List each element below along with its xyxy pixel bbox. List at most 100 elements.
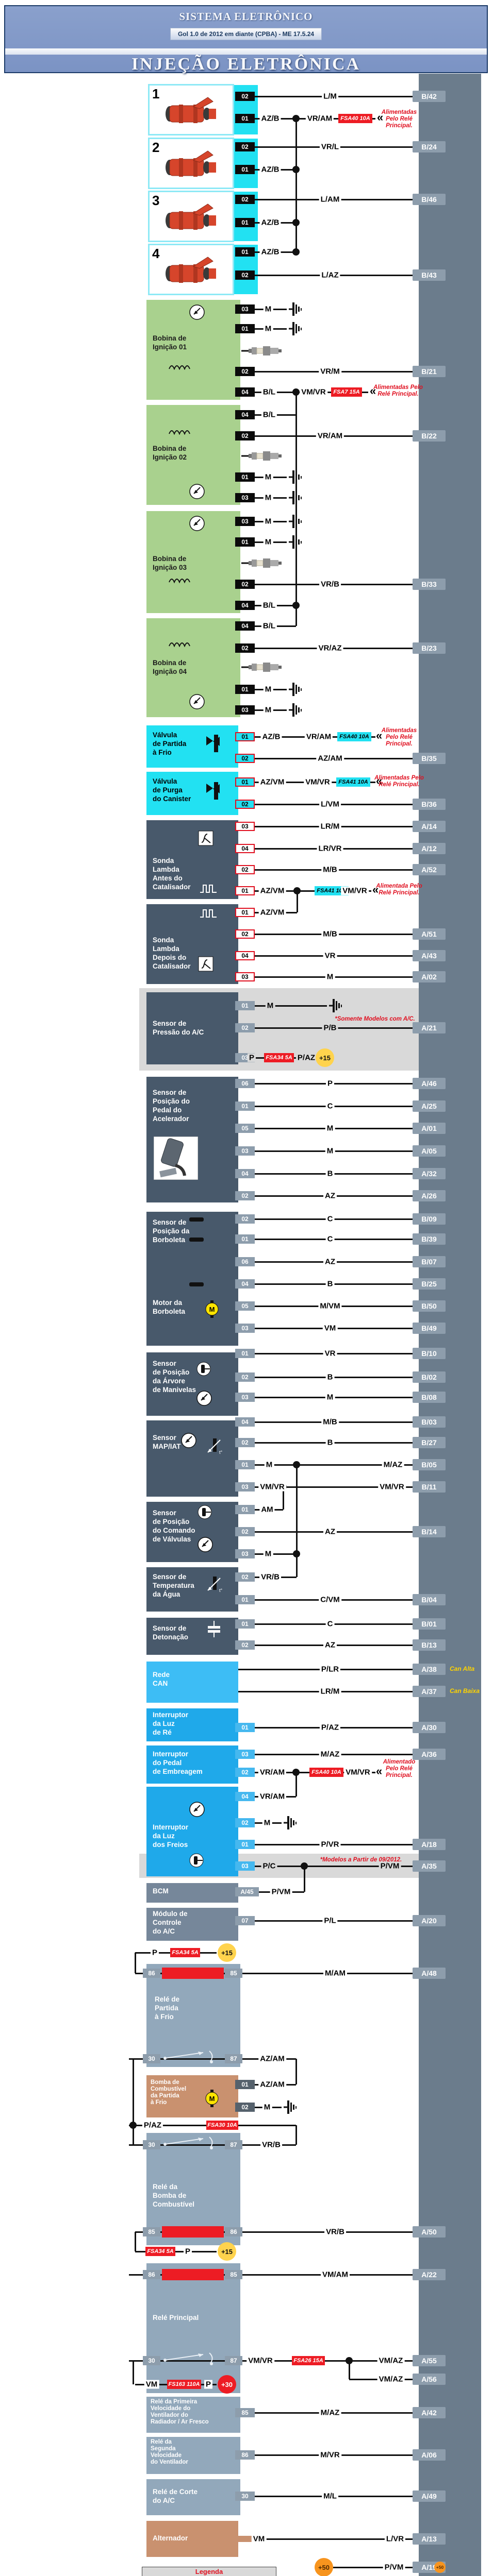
wire-label: P/VR bbox=[319, 1840, 341, 1849]
wire-label: AZ/B bbox=[259, 165, 281, 174]
wire-label: M bbox=[262, 2103, 272, 2112]
pin-32: 01 bbox=[235, 908, 255, 917]
pin-0: 02 bbox=[235, 92, 255, 101]
wire-83 bbox=[135, 2231, 413, 2233]
feed-chevron-icon: « bbox=[376, 1765, 383, 1777]
wire-label: M bbox=[325, 972, 335, 981]
bobina-ignicao-01-label: Bobina de Ignição 01 bbox=[153, 334, 187, 351]
pin-10: 02 bbox=[235, 367, 255, 376]
wire-label: M/AZ bbox=[319, 1750, 341, 1759]
junction-vline-0 bbox=[295, 118, 297, 252]
feed-note: Alimentada Pelo Relé Principal. bbox=[376, 883, 422, 896]
wire-label: AZ/AM bbox=[258, 2080, 286, 2089]
interruptor-luz-re-box bbox=[146, 1708, 238, 1741]
wire-label: L/VM bbox=[319, 800, 341, 809]
ecu-pin-tag-B-09: B/09 bbox=[413, 1213, 446, 1225]
relay-coil bbox=[162, 2226, 224, 2238]
ecu-pin-tag-B-27: B/27 bbox=[413, 1437, 446, 1448]
ecu-pin-tag-A-50: A/50 bbox=[413, 2226, 446, 2238]
wire-label: VM/AM bbox=[321, 2270, 350, 2279]
pin-28: 03 bbox=[235, 822, 255, 831]
pin-41: 05 bbox=[235, 1124, 255, 1133]
ground-icon bbox=[284, 2099, 298, 2117]
valve-icon bbox=[205, 735, 221, 755]
relay-pin-85: 85 bbox=[225, 1969, 242, 1978]
fuse-FSA41-10A: FSA41 10A bbox=[315, 886, 349, 895]
pin-44: 02 bbox=[235, 1191, 255, 1200]
interruptor-pedal-embreagem-box bbox=[146, 1745, 238, 1784]
transistor-icon bbox=[189, 693, 205, 713]
wire-label: M/B bbox=[321, 929, 339, 939]
relay-pin-87: 87 bbox=[225, 2356, 242, 2365]
relay-pin-30: 30 bbox=[143, 2140, 160, 2149]
fuse-FSA40-10A: FSA40 10A bbox=[309, 1768, 343, 1777]
pin-59: 02 bbox=[235, 1527, 255, 1536]
relay-coil bbox=[162, 1968, 224, 1979]
wire-label: B/L bbox=[261, 410, 277, 419]
feed-note: Alimentadas Pelo Relé Principal. bbox=[374, 775, 424, 788]
transistor-icon bbox=[189, 304, 205, 323]
junction-vline-11 bbox=[134, 2232, 136, 2251]
wire-label: P/AZ bbox=[295, 1053, 317, 1062]
pin-37: 02 bbox=[235, 1023, 255, 1032]
pulse-icon bbox=[199, 908, 219, 922]
power-circle-+15: +15 bbox=[218, 2242, 236, 2261]
relay-pin-85: 85 bbox=[225, 2270, 242, 2279]
sensor-comando-valvulas-box bbox=[146, 1502, 238, 1562]
wire-label: AZ/AM bbox=[258, 2054, 286, 2063]
transistor-icon bbox=[180, 1432, 197, 1451]
motor-icon: M bbox=[204, 2090, 220, 2110]
power-circle-+50: +50 bbox=[315, 2558, 333, 2576]
ground-icon bbox=[289, 702, 303, 720]
wire-label: M bbox=[263, 517, 273, 526]
ecu-pin-tag-A-20: A/20 bbox=[413, 1915, 446, 1926]
ecu-pin-tag-A-26: A/26 bbox=[413, 1190, 446, 1201]
ecu-pin-tag-B-03: B/03 bbox=[413, 1416, 446, 1428]
rele-partida-frio-label: Relé de Partida à Frio bbox=[155, 1995, 180, 2021]
ecu-pin-tag-A-05: A/05 bbox=[413, 1145, 446, 1157]
model-note: *Modelos a Partir de 09/2012. bbox=[320, 1857, 402, 1863]
junction-dot-4 bbox=[292, 388, 300, 396]
injector-image bbox=[163, 255, 221, 292]
junction-dot-0 bbox=[292, 115, 300, 122]
pin-42: 03 bbox=[235, 1146, 255, 1156]
sensor-pedal-acelerador-label: Sensor de Posição do Pedal do Acelerador bbox=[153, 1089, 190, 1123]
pin-67: 01 bbox=[235, 1723, 255, 1732]
ecu-pin-tag-B-39: B/39 bbox=[413, 1233, 446, 1245]
relay-pin-30: 30 bbox=[143, 2356, 160, 2365]
pin-14: 01 bbox=[235, 472, 255, 482]
pin-58: 01 bbox=[235, 1505, 255, 1514]
injector-image bbox=[163, 149, 221, 185]
feed-chevron-icon: « bbox=[372, 883, 379, 896]
sensor-borboleta-box bbox=[146, 1212, 238, 1346]
pin-62: 01 bbox=[235, 1595, 255, 1604]
wire-label: VR/B bbox=[319, 580, 341, 589]
ecu-pin-tag-B-46: B/46 bbox=[413, 194, 446, 205]
wire-label: M/VR bbox=[319, 2450, 341, 2460]
thermistor-icon: t° bbox=[205, 1574, 224, 1596]
page-title: SISTEMA ELETRÔNICO bbox=[179, 10, 313, 23]
wire-label: P bbox=[325, 1079, 335, 1088]
main-title: INJEÇÃO ELETRÔNICA bbox=[131, 55, 361, 74]
rele-corte-ac-box bbox=[146, 2479, 240, 2515]
wire-label: AZ/B bbox=[260, 732, 282, 741]
ecu-pin-tag-A-06: A/06 bbox=[413, 2449, 446, 2461]
pin-15: 03 bbox=[235, 493, 255, 502]
feed-chevron-icon: « bbox=[377, 111, 384, 124]
pin-tab-92 bbox=[236, 2536, 256, 2542]
bomba-combustivel-partida-frio-label: Bomba de Combustível da Partida à Frio bbox=[151, 2079, 187, 2106]
svg-text:M: M bbox=[209, 2095, 215, 2103]
junction-dot-6 bbox=[293, 887, 301, 894]
sensor-temperatura-agua-label: Sensor de Temperatura da Água bbox=[153, 1573, 194, 1598]
header-panel: SISTEMA ELETRÔNICO Gol 1.0 de 2012 em di… bbox=[4, 5, 488, 74]
pedal-image bbox=[153, 1136, 199, 1182]
transistor-icon bbox=[197, 1536, 213, 1555]
lambda-icon bbox=[198, 956, 213, 974]
relay-coil bbox=[162, 2269, 224, 2280]
junction-dot-5 bbox=[292, 602, 300, 609]
fuse-FSA40-10A: FSA40 10A bbox=[337, 732, 371, 741]
motor-icon: M bbox=[204, 1300, 220, 1320]
injector-2-number: 2 bbox=[152, 140, 160, 155]
wire-label: AZ/AM bbox=[316, 754, 344, 763]
